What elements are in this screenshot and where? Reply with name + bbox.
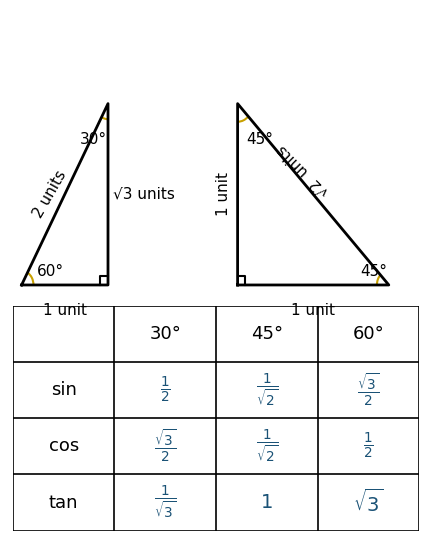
Text: √3 units: √3 units — [113, 187, 175, 202]
Text: $\frac{1}{2}$: $\frac{1}{2}$ — [363, 431, 374, 461]
Text: 1 unit: 1 unit — [43, 303, 87, 318]
Text: sin: sin — [51, 381, 76, 399]
Text: $\sqrt{3}$: $\sqrt{3}$ — [353, 489, 384, 516]
Text: 60°: 60° — [37, 264, 64, 279]
Text: 45°: 45° — [246, 132, 273, 147]
Text: 1 unit: 1 unit — [216, 172, 231, 217]
Text: √2  units: √2 units — [274, 142, 331, 199]
Text: tan: tan — [49, 494, 79, 511]
Text: $\frac{1}{\sqrt{3}}$: $\frac{1}{\sqrt{3}}$ — [154, 484, 176, 521]
Text: cos: cos — [48, 437, 79, 455]
Text: 45°: 45° — [251, 325, 283, 343]
Text: $1$: $1$ — [260, 493, 273, 512]
Text: 60°: 60° — [353, 325, 384, 343]
Text: 2 units: 2 units — [30, 168, 69, 221]
Text: 30°: 30° — [80, 132, 107, 147]
Text: 1 unit: 1 unit — [291, 303, 335, 318]
Text: $\frac{1}{\sqrt{2}}$: $\frac{1}{\sqrt{2}}$ — [256, 428, 278, 465]
Text: $\frac{1}{2}$: $\frac{1}{2}$ — [160, 375, 171, 405]
Text: $\frac{\sqrt{3}}{2}$: $\frac{\sqrt{3}}{2}$ — [154, 428, 176, 464]
Text: 30°: 30° — [149, 325, 181, 343]
Text: $\frac{1}{\sqrt{2}}$: $\frac{1}{\sqrt{2}}$ — [256, 371, 278, 408]
Text: $\frac{\sqrt{3}}{2}$: $\frac{\sqrt{3}}{2}$ — [357, 372, 379, 408]
Text: 45°: 45° — [361, 264, 388, 279]
